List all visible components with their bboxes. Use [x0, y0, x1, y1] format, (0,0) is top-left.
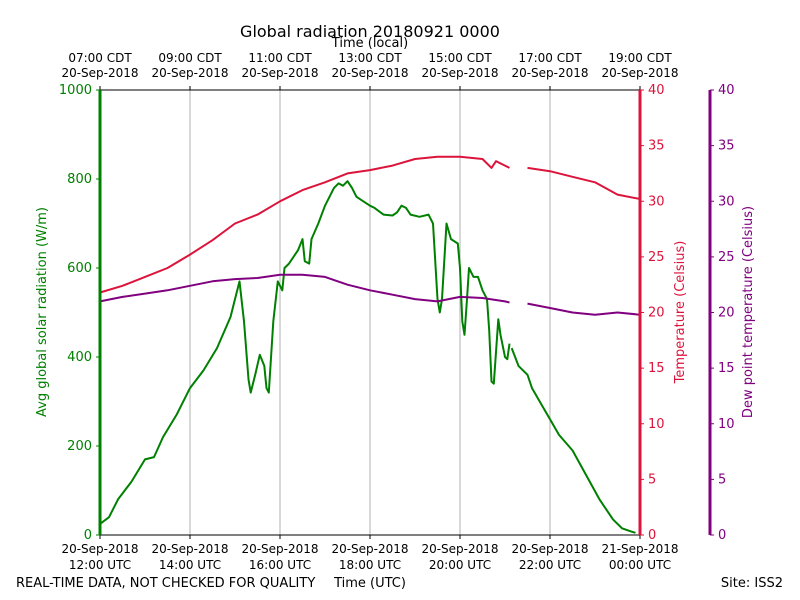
bottom-tick-time: 14:00 UTC	[159, 558, 221, 572]
dewpoint-tick-label: 30	[718, 194, 735, 209]
top-tick-date: 20-Sep-2018	[151, 66, 228, 80]
series-line-dewpoint	[99, 273, 510, 304]
series-line-temperature	[527, 166, 641, 200]
series-line-dewpoint	[527, 302, 641, 316]
temperature-tick-label: 30	[648, 194, 665, 209]
dewpoint-tick-label: 25	[718, 250, 735, 265]
top-tick-time: 11:00 CDT	[248, 51, 312, 65]
chart-title: Global radiation 20180921 0000	[240, 22, 500, 41]
bottom-tick-date: 20-Sep-2018	[331, 542, 408, 556]
radiation-tick-label: 600	[67, 261, 92, 276]
bottom-tick-time: 00:00 UTC	[609, 558, 671, 572]
grid-lines	[189, 90, 551, 535]
top-tick-time: 19:00 CDT	[608, 51, 672, 65]
bottom-tick-time: 22:00 UTC	[519, 558, 581, 572]
dewpoint-tick-label: 35	[718, 139, 735, 154]
site-label: Site: ISS2	[721, 576, 783, 591]
dewpoint-axis-label: Dew point temperature (Celsius)	[741, 206, 756, 418]
top-tick-time: 17:00 CDT	[518, 51, 582, 65]
bottom-tick-date: 20-Sep-2018	[241, 542, 318, 556]
series-line-temperature	[99, 155, 510, 294]
bottom-tick-time: 18:00 UTC	[339, 558, 401, 572]
x-axis-label: Time (UTC)	[333, 576, 406, 591]
bottom-tick-time: 12:00 UTC	[69, 558, 131, 572]
footer-disclaimer: REAL-TIME DATA, NOT CHECKED FOR QUALITY	[16, 576, 315, 591]
radiation-tick-label: 1000	[59, 83, 92, 98]
top-tick-time: 07:00 CDT	[68, 51, 132, 65]
top-axis-label: Time (local)	[331, 36, 408, 51]
temperature-tick-label: 15	[648, 361, 665, 376]
top-tick-date: 20-Sep-2018	[331, 66, 408, 80]
temperature-tick-label: 40	[648, 83, 665, 98]
top-tick-date: 20-Sep-2018	[511, 66, 588, 80]
temperature-tick-label: 35	[648, 139, 665, 154]
series-line-radiation	[510, 347, 636, 534]
bottom-tick-time: 20:00 UTC	[429, 558, 491, 572]
top-tick-date: 20-Sep-2018	[421, 66, 498, 80]
radiation-tick-label: 0	[84, 528, 92, 543]
radiation-tick-label: 200	[67, 439, 92, 454]
temperature-tick-label: 20	[648, 306, 665, 321]
bottom-tick-date: 20-Sep-2018	[61, 542, 138, 556]
series-temperature	[99, 155, 641, 294]
series-layer	[99, 155, 641, 534]
top-tick-date: 20-Sep-2018	[241, 66, 318, 80]
temperature-tick-label: 10	[648, 417, 665, 432]
bottom-tick-date: 20-Sep-2018	[421, 542, 498, 556]
bottom-tick-date: 21-Sep-2018	[601, 542, 678, 556]
bottom-tick-date: 20-Sep-2018	[151, 542, 228, 556]
bottom-tick-date: 20-Sep-2018	[511, 542, 588, 556]
dewpoint-tick-label: 5	[718, 472, 726, 487]
series-radiation	[99, 180, 636, 534]
radiation-axis-label: Avg global solar radiation (W/m)	[35, 207, 50, 417]
temperature-tick-label: 5	[648, 472, 656, 487]
dewpoint-tick-label: 20	[718, 306, 735, 321]
top-tick-date: 20-Sep-2018	[601, 66, 678, 80]
temperature-tick-label: 0	[648, 528, 656, 543]
dewpoint-tick-label: 40	[718, 83, 735, 98]
radiation-tick-label: 800	[67, 172, 92, 187]
dewpoint-tick-label: 0	[718, 528, 726, 543]
series-dewpoint	[99, 273, 641, 316]
radiation-tick-label: 400	[67, 350, 92, 365]
top-tick-time: 09:00 CDT	[158, 51, 222, 65]
dewpoint-tick-label: 10	[718, 417, 735, 432]
series-line-radiation	[99, 180, 511, 525]
bottom-tick-time: 16:00 UTC	[249, 558, 311, 572]
top-tick-date: 20-Sep-2018	[61, 66, 138, 80]
temperature-tick-label: 25	[648, 250, 665, 265]
dewpoint-tick-label: 15	[718, 361, 735, 376]
temperature-axis-label: Temperature (Celsius)	[673, 241, 688, 385]
top-tick-time: 13:00 CDT	[338, 51, 402, 65]
top-tick-time: 15:00 CDT	[428, 51, 492, 65]
axes-layer: 20-Sep-2018 12:00 UTC 20-Sep-2018 14:00 UTC…	[59, 51, 735, 572]
